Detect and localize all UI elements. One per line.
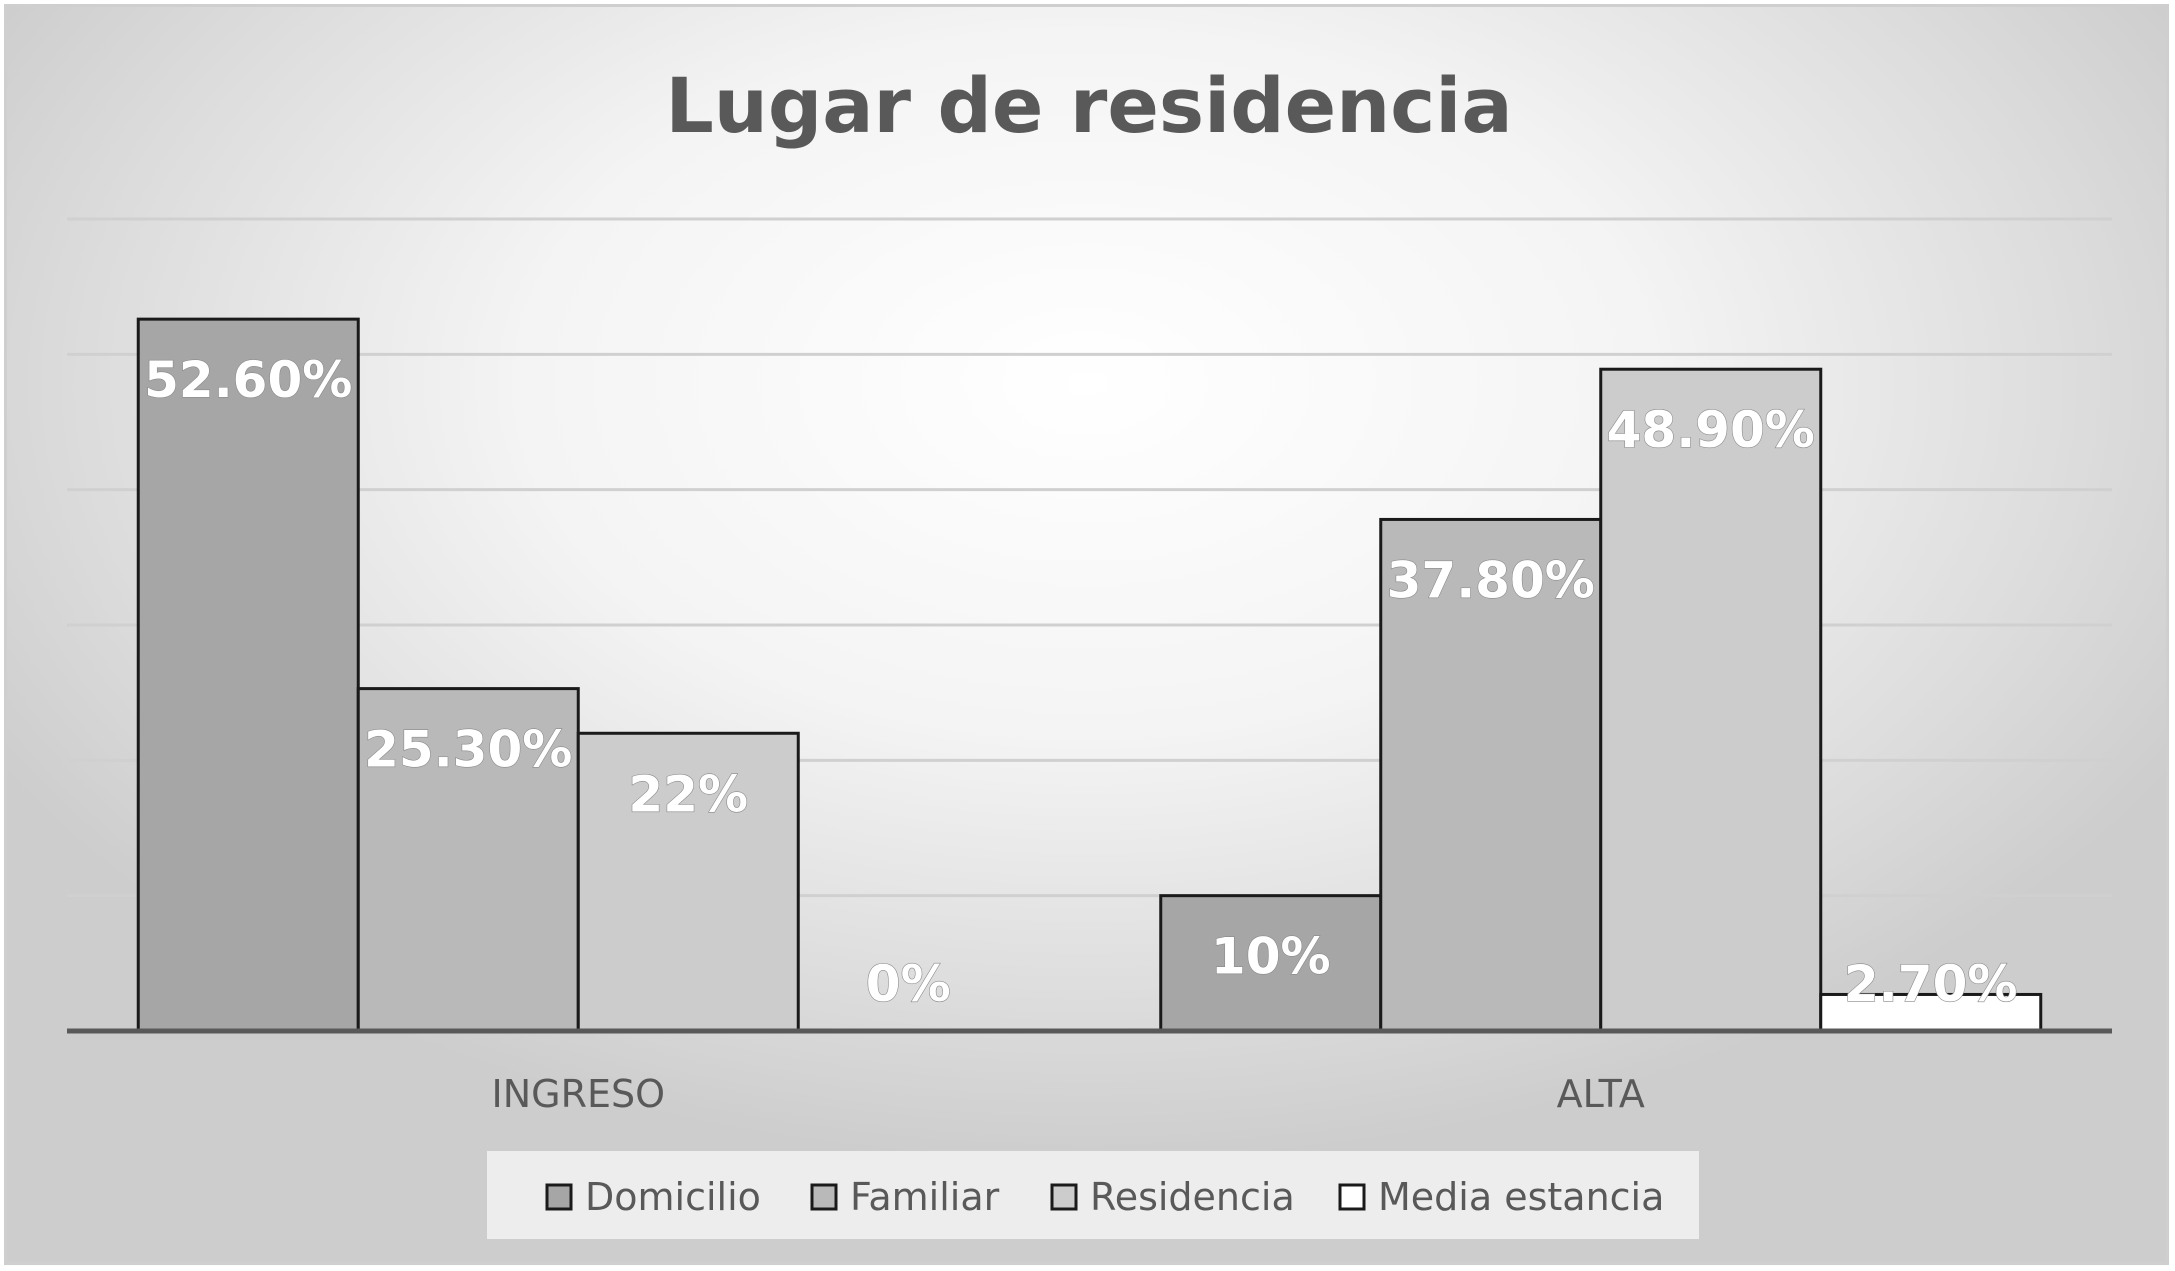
legend-box — [487, 1151, 1699, 1239]
data-label: 2.70% — [1844, 955, 2017, 1013]
data-label: 0% — [866, 955, 951, 1013]
data-label: 22% — [628, 765, 748, 823]
legend-label: Residencia — [1090, 1175, 1295, 1219]
data-label: 48.90% — [1607, 401, 1815, 459]
data-label: 52.60% — [144, 351, 352, 409]
legend-label: Domicilio — [585, 1175, 761, 1219]
data-label: 25.30% — [364, 721, 572, 779]
x-tick-label: INGRESO — [491, 1072, 665, 1116]
legend: Domicilio Familiar Residencia Media estanci… — [487, 1151, 1699, 1239]
data-label: 10% — [1211, 928, 1331, 986]
x-axis: INGRESO ALTA — [67, 1028, 2112, 1116]
bar-domicilio-alta — [1159, 894, 1383, 1033]
legend-swatch — [810, 1183, 838, 1211]
chart-title: Lugar de residencia — [665, 61, 1512, 150]
bar-chart: Lugar de residencia 52.60% 25.30% 22% 0% 10%… — [67, 61, 2112, 1239]
bar-domicilio-ingreso — [136, 317, 360, 1033]
bars — [136, 317, 2043, 1033]
data-label: 37.80% — [1387, 551, 1595, 609]
bar-residencia-ingreso — [576, 731, 800, 1033]
legend-swatch — [545, 1183, 573, 1211]
legend-swatch — [1050, 1183, 1078, 1211]
bar-media-estancia-alta — [1819, 992, 2043, 1033]
bar-residencia-alta — [1599, 367, 1823, 1033]
x-tick-label: ALTA — [1557, 1072, 1645, 1116]
chart-frame: Lugar de residencia 52.60% 25.30% 22% 0% 10%… — [4, 4, 2169, 1265]
legend-label: Familiar — [850, 1175, 1000, 1219]
data-labels: 52.60% 25.30% 22% 0% 10% 37.80% 48.90% 2.70% — [144, 351, 2019, 1014]
legend-swatch — [1338, 1183, 1366, 1211]
bar-familiar-alta — [1379, 517, 1603, 1033]
legend-label: Media estancia — [1378, 1175, 1664, 1219]
